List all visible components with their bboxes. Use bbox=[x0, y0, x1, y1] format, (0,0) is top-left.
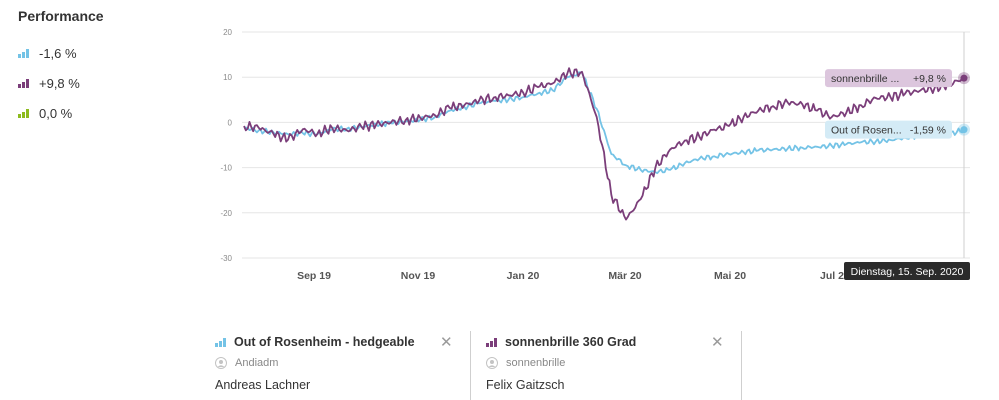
user-icon bbox=[215, 357, 227, 369]
bar-chart-icon bbox=[486, 337, 497, 347]
card-user: sonnenbrille bbox=[486, 357, 565, 369]
portfolio-card-rosenheim[interactable]: Out of Rosenheim - hedgeable ✕ Andiadm A… bbox=[215, 331, 455, 400]
card-divider bbox=[470, 331, 471, 400]
performance-legend: Performance -1,6 % +9,8 % 0,0 % bbox=[18, 8, 198, 128]
x-tick-label: Sep 19 bbox=[297, 270, 331, 282]
y-tick-label: 20 bbox=[223, 28, 232, 37]
card-username: Andiadm bbox=[235, 357, 279, 369]
series-end-label-value: -1,59 % bbox=[910, 125, 946, 137]
y-tick-label: 10 bbox=[223, 73, 232, 82]
card-title: sonnenbrille 360 Grad bbox=[486, 335, 636, 349]
series-end-label: sonnenbrille ... +9,8 % bbox=[825, 69, 952, 88]
close-icon[interactable]: ✕ bbox=[440, 334, 453, 351]
bar-chart-icon bbox=[215, 337, 226, 347]
legend-item-sonnenbrille[interactable]: +9,8 % bbox=[18, 68, 198, 98]
card-title-text: sonnenbrille 360 Grad bbox=[505, 335, 637, 349]
date-tooltip-bg bbox=[844, 262, 970, 280]
x-tick-label: Jul 2 bbox=[820, 270, 844, 282]
performance-chart[interactable]: 20 10 0 -10 -20 -30 Sep 19 Nov 19 Jan 20 Mär 20 Ma… bbox=[212, 26, 982, 288]
legend-item-benchmark[interactable]: 0,0 % bbox=[18, 98, 198, 128]
date-tooltip: Dienstag, 15. Sep. 2020 bbox=[844, 262, 970, 280]
card-title: Out of Rosenheim - hedgeable bbox=[215, 335, 415, 349]
x-tick-label: Mai 20 bbox=[714, 270, 746, 282]
x-tick-label: Nov 19 bbox=[401, 270, 436, 282]
card-owner-name: Felix Gaitzsch bbox=[486, 378, 565, 392]
series-end-label: Out of Rosen... -1,59 % bbox=[825, 120, 952, 139]
date-tooltip-text: Dienstag, 15. Sep. 2020 bbox=[851, 266, 964, 278]
legend-item-rosenheim[interactable]: -1,6 % bbox=[18, 38, 198, 68]
series-end-label-name: Out of Rosen... bbox=[831, 125, 902, 137]
close-icon[interactable]: ✕ bbox=[711, 334, 724, 351]
x-tick-label: Jan 20 bbox=[507, 270, 540, 282]
bar-chart-icon bbox=[18, 108, 29, 118]
chart-canvas[interactable]: 20 10 0 -10 -20 -30 Sep 19 Nov 19 Jan 20 Mär 20 Ma… bbox=[212, 26, 982, 288]
card-user: Andiadm bbox=[215, 357, 278, 369]
card-username: sonnenbrille bbox=[506, 357, 566, 369]
series-end-label-bg bbox=[825, 69, 952, 88]
series-end-label-bg bbox=[825, 120, 952, 139]
legend-item-value: -1,6 % bbox=[39, 45, 77, 61]
y-tick-label: -30 bbox=[220, 254, 232, 263]
legend-title: Performance bbox=[18, 8, 104, 24]
series-end-marker bbox=[960, 74, 968, 82]
portfolio-card-sonnenbrille[interactable]: sonnenbrille 360 Grad ✕ sonnenbrille Fel… bbox=[486, 331, 726, 400]
card-owner-name: Andreas Lachner bbox=[215, 378, 311, 392]
y-tick-label: -20 bbox=[220, 209, 232, 218]
bar-chart-icon bbox=[18, 78, 29, 88]
legend-item-value: 0,0 % bbox=[39, 105, 73, 121]
legend-item-value: +9,8 % bbox=[39, 75, 80, 91]
series-end-label-name: sonnenbrille ... bbox=[831, 73, 899, 85]
y-tick-label: -10 bbox=[220, 164, 232, 173]
series-line bbox=[243, 67, 965, 221]
series-end-label-value: +9,8 % bbox=[913, 73, 946, 85]
x-tick-label: Mär 20 bbox=[608, 270, 641, 282]
bar-chart-icon bbox=[18, 48, 29, 58]
series-end-marker bbox=[960, 126, 968, 134]
card-title-text: Out of Rosenheim - hedgeable bbox=[234, 335, 415, 349]
user-icon bbox=[486, 357, 498, 369]
card-divider bbox=[741, 331, 742, 400]
y-tick-label: 0 bbox=[228, 118, 233, 127]
